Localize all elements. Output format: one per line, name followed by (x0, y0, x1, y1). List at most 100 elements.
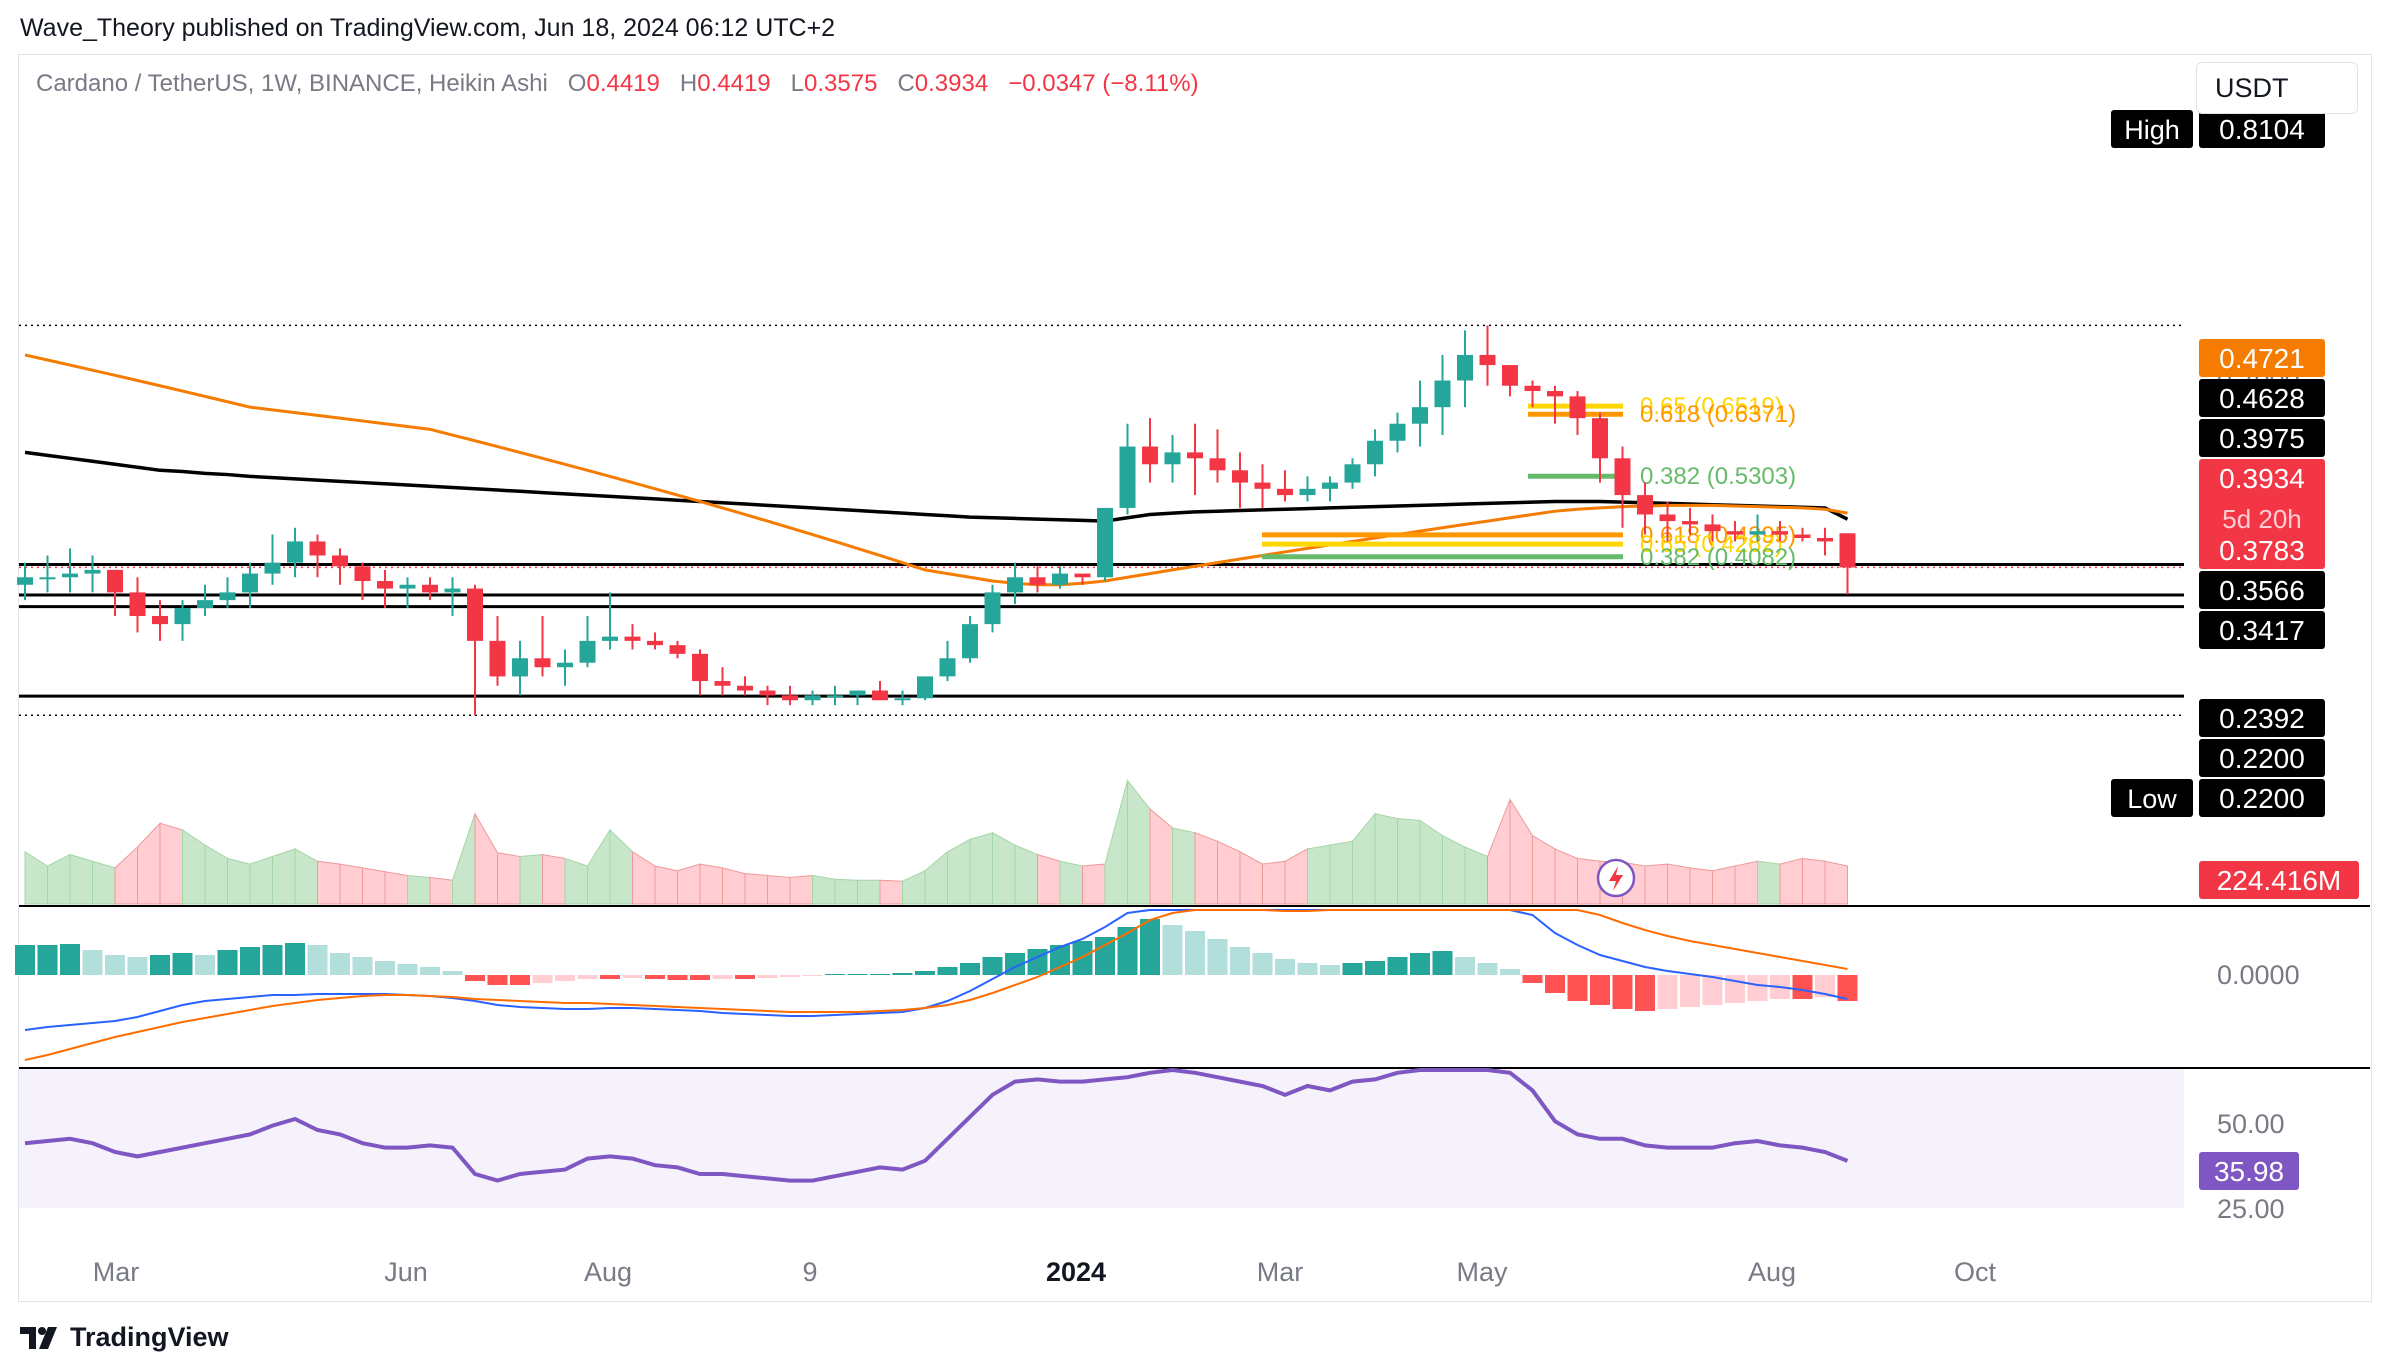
candle-body (1704, 524, 1721, 532)
volume-segment (1644, 863, 1668, 905)
macd-histogram-bar (1410, 953, 1430, 975)
candle-body (264, 562, 281, 574)
macd-histogram-bar (847, 974, 868, 975)
publisher-caption: Wave_Theory published on TradingView.com… (20, 14, 836, 42)
rsi-axis-tick: 50.00 (2217, 1109, 2285, 1139)
price-badges: 0.8104 High 0.4721 0.4628 0.3975 0.3934 5d 20h… (1596, 110, 2359, 1190)
time-axis-tick: Mar (93, 1257, 140, 1287)
macd-histogram-bar (1432, 951, 1453, 975)
volume-segment (654, 865, 678, 905)
volume-segment (677, 863, 701, 905)
volume-segment (1779, 857, 1803, 905)
volume-segment (947, 838, 971, 905)
candle-body (1502, 365, 1518, 386)
volume-segment (1239, 850, 1263, 905)
macd-histogram-bar (510, 975, 530, 985)
macd-histogram-bar (532, 975, 553, 983)
candle (242, 562, 258, 608)
currency-button[interactable]: USDT (2196, 62, 2358, 114)
macd-histogram-bar (375, 961, 395, 975)
volume-segment (47, 853, 71, 905)
volume-segment (924, 850, 948, 905)
candle (1817, 527, 1833, 556)
volume-segment (137, 821, 161, 905)
macd-histogram-bar (1185, 931, 1205, 975)
candle-body (1637, 495, 1653, 515)
volume-segment (384, 871, 408, 905)
volume-segment (744, 873, 768, 905)
candle-body (1367, 440, 1383, 465)
candle-body (332, 555, 348, 567)
volume-segment (1464, 846, 1488, 905)
candle (1232, 452, 1248, 508)
volume-segment (182, 828, 206, 905)
price-badge (2199, 339, 2325, 377)
candle-body (939, 658, 956, 677)
candle-body (1142, 446, 1158, 465)
volume-segment (159, 822, 183, 905)
time-axis-tick: Aug (1748, 1257, 1796, 1287)
volume-segment (542, 854, 566, 905)
macd-histogram-bar (1342, 963, 1363, 975)
macd-histogram-bar (600, 975, 620, 979)
rsi-badge-value: 35.98 (2214, 1156, 2284, 1187)
candle-body (444, 588, 461, 593)
candle (1052, 566, 1068, 589)
macd-histogram-bar (150, 955, 170, 975)
candle (647, 632, 663, 650)
volume-segment (1509, 797, 1533, 905)
volume-segment (812, 874, 836, 905)
volume-segment (1194, 832, 1218, 905)
candle-body (152, 615, 168, 625)
volume-segment (1127, 779, 1151, 905)
price-badge (2199, 531, 2325, 569)
legend-close-label: C (897, 70, 915, 97)
candle-body (894, 698, 911, 701)
candle (219, 577, 236, 608)
price-badge-value: 0.2200 (2219, 783, 2305, 814)
legend-change: −0.0347 (−8.11%) (1008, 70, 1199, 97)
candle (939, 640, 956, 682)
macd-histogram-bar (262, 945, 283, 975)
candle (737, 676, 753, 696)
macd-histogram-bar (690, 975, 710, 980)
candle (1637, 482, 1653, 535)
macd-histogram-bar (82, 950, 103, 975)
macd-histogram-bar (1635, 975, 1655, 1011)
macd-histogram-bar (870, 974, 890, 975)
candle (39, 555, 56, 593)
volume-segment (1487, 799, 1511, 905)
candle (287, 527, 303, 578)
volume-segment (474, 811, 498, 905)
candle-body (737, 685, 753, 691)
macd-histogram-bar (1162, 925, 1183, 975)
macd-histogram-bar (1117, 927, 1138, 975)
candle (1187, 423, 1203, 496)
macd-histogram-bar (825, 974, 845, 975)
volume-segment (1104, 780, 1128, 905)
candle-body (377, 581, 393, 589)
rsi-axis-tick: 25.00 (2217, 1194, 2285, 1224)
macd-histogram-bar (1387, 957, 1408, 975)
fib-level-label: 0.618 (0.6371) (1640, 401, 1796, 428)
volume-segment (857, 879, 881, 905)
macd-histogram-bar (1252, 953, 1273, 975)
volume-segment (519, 854, 543, 905)
volume-segment (92, 860, 116, 905)
footer-brand[interactable]: TradingView (20, 1322, 229, 1353)
price-badge (2199, 779, 2325, 817)
macd-histogram-bar (577, 975, 598, 979)
price-badge (2199, 419, 2325, 457)
candle-body (1479, 354, 1496, 366)
macd-histogram-bar (1522, 975, 1543, 983)
candle (1097, 507, 1113, 582)
volume-segment (1554, 848, 1578, 905)
candle-body (467, 588, 483, 641)
candle-body (602, 636, 618, 641)
candle (1547, 385, 1563, 424)
fib-level-label: 0.382 (0.5303) (1640, 463, 1796, 490)
macd-histogram-bar (465, 975, 485, 981)
macd-histogram-bar (555, 975, 575, 981)
candle-body (1412, 407, 1428, 424)
